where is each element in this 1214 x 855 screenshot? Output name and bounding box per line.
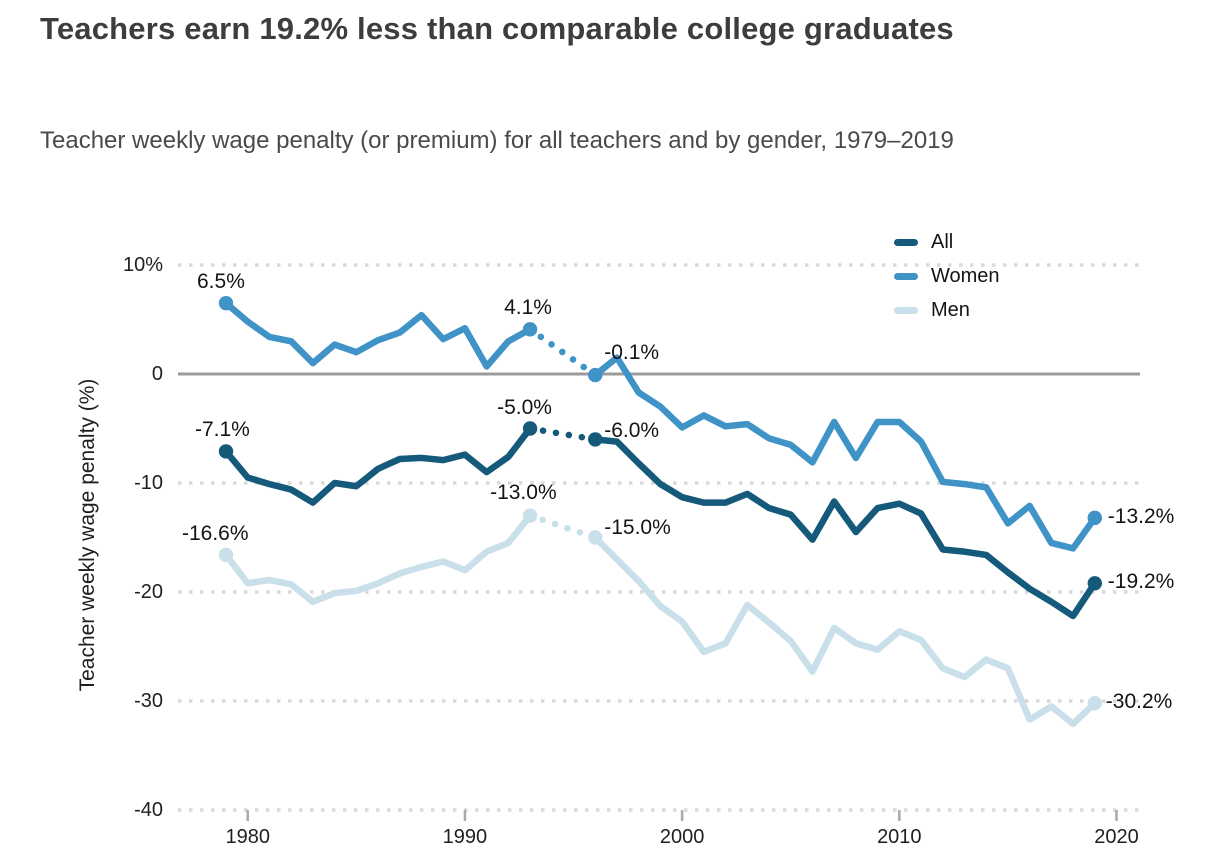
- value-label-men-1993: -13.0%: [490, 480, 557, 504]
- value-label-men-2019: -30.2%: [1105, 690, 1173, 714]
- data-point-dot-women-2019: [1087, 510, 1103, 526]
- data-point-dot-men-1979: [218, 547, 234, 563]
- legend-item-women: Women: [894, 263, 1000, 289]
- series-gap-connector-all: [526, 425, 599, 443]
- legend: All Women Men: [894, 229, 1000, 331]
- data-point-dot-men-1996: [588, 530, 603, 545]
- y-tick-label: -10: [134, 472, 163, 494]
- chart-subtitle: Teacher weekly wage penalty (or premium)…: [40, 127, 954, 154]
- y-axis-title: Teacher weekly wage penalty (%): [76, 378, 99, 692]
- value-label-all-1996: -6.0%: [604, 419, 660, 443]
- data-point-dot-men-2019: [1087, 695, 1103, 711]
- series-line-men: [591, 534, 1099, 728]
- y-tick-label: -30: [134, 690, 163, 712]
- x-tick-label: 2000: [659, 826, 705, 848]
- series-line-all: [222, 425, 534, 506]
- data-point-dot-all-1979: [218, 444, 234, 459]
- value-label-men-1996: -15.0%: [604, 515, 671, 539]
- y-tick-label: -40: [134, 799, 163, 821]
- series-gap-connector-women: [526, 326, 599, 379]
- legend-label-women: Women: [931, 265, 1000, 287]
- data-point-dot-women-1979: [218, 295, 234, 311]
- x-tick-label: 2010: [877, 826, 922, 848]
- legend-swatch-all: [894, 238, 918, 246]
- legend-label-men: Men: [931, 299, 970, 321]
- series-line-women: [591, 354, 1099, 552]
- data-point-dot-women-1996: [588, 367, 603, 383]
- data-point-dot-women-1993: [522, 322, 538, 337]
- legend-item-men: Men: [894, 297, 1000, 323]
- chart-title: Teachers earn 19.2% less than comparable…: [40, 11, 954, 46]
- x-tick-label: 2020: [1094, 826, 1139, 848]
- x-tick-label: 1990: [442, 826, 488, 848]
- y-tick-label: 0: [151, 363, 163, 385]
- series-line-men: [222, 512, 534, 606]
- y-tick-label: -20: [134, 581, 163, 603]
- legend-item-all: All: [894, 229, 1000, 255]
- value-label-all-1979: -7.1%: [195, 418, 250, 442]
- data-point-dot-all-2019: [1087, 576, 1103, 591]
- value-label-women-2019: -13.2%: [1107, 504, 1175, 528]
- series-line-all: [591, 436, 1099, 620]
- value-label-women-1996: -0.1%: [604, 341, 660, 365]
- data-point-dot-men-1993: [522, 508, 538, 523]
- data-point-dot-all-1993: [522, 421, 538, 436]
- legend-swatch-women: [894, 272, 918, 280]
- value-label-men-1979: -16.6%: [182, 521, 249, 545]
- value-label-all-1993: -5.0%: [497, 395, 552, 419]
- y-tick-label: 10%: [122, 254, 163, 276]
- value-label-women-1993: 4.1%: [504, 296, 552, 320]
- legend-swatch-men: [894, 306, 918, 314]
- legend-label-all: All: [931, 231, 954, 253]
- series-gap-connector-men: [526, 512, 599, 541]
- value-label-all-2019: -19.2%: [1107, 570, 1175, 594]
- data-point-dot-all-1996: [588, 432, 603, 447]
- x-tick-label: 1980: [225, 826, 270, 848]
- value-label-women-1979: 6.5%: [197, 270, 245, 294]
- series-line-women: [222, 299, 534, 370]
